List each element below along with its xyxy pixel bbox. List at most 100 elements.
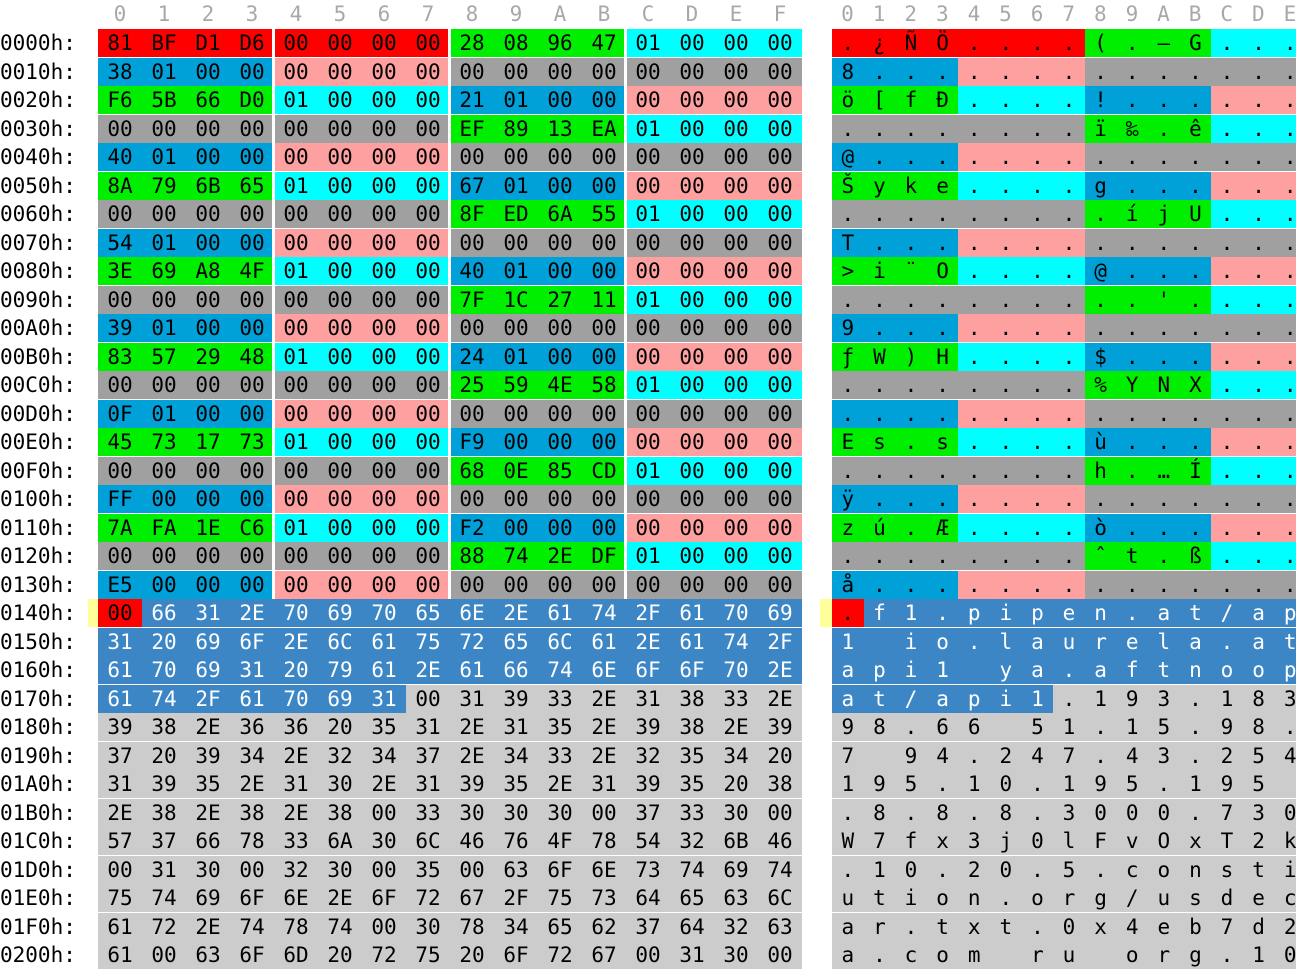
ascii-char[interactable]: 9 bbox=[1116, 684, 1148, 713]
hex-byte[interactable]: 74 bbox=[142, 884, 186, 912]
hex-byte[interactable]: 17 bbox=[186, 428, 230, 456]
ascii-char[interactable]: . bbox=[1053, 143, 1085, 171]
hex-byte[interactable]: 6C bbox=[758, 884, 802, 912]
ascii-char[interactable]: s bbox=[1179, 884, 1212, 912]
ascii-char[interactable]: > bbox=[832, 257, 864, 285]
hex-byte[interactable]: 66 bbox=[494, 656, 538, 684]
hex-byte[interactable]: 6F bbox=[230, 627, 274, 656]
ascii-char[interactable]: . bbox=[1053, 399, 1085, 428]
hex-byte[interactable]: 00 bbox=[362, 485, 406, 513]
hex-byte[interactable]: 54 bbox=[626, 827, 670, 855]
ascii-char[interactable]: . bbox=[1053, 485, 1085, 513]
ascii-char[interactable]: . bbox=[958, 143, 990, 171]
hex-byte[interactable]: 2E bbox=[274, 798, 318, 827]
ascii-char[interactable]: . bbox=[1116, 86, 1148, 114]
hex-byte[interactable]: 00 bbox=[758, 399, 802, 428]
hex-byte[interactable]: 00 bbox=[626, 428, 670, 456]
ascii-char[interactable]: 2 bbox=[1274, 912, 1296, 941]
hex-byte[interactable]: 00 bbox=[362, 456, 406, 485]
ascii-char[interactable]: . bbox=[958, 228, 990, 257]
hex-byte[interactable]: 00 bbox=[758, 86, 802, 114]
ascii-char[interactable]: g bbox=[1084, 884, 1117, 912]
hex-byte[interactable]: 63 bbox=[714, 884, 758, 912]
hex-byte[interactable]: 00 bbox=[758, 200, 802, 228]
hex-byte[interactable]: 4F bbox=[230, 257, 274, 285]
ascii-char[interactable]: . bbox=[1021, 570, 1054, 599]
ascii-char[interactable]: . bbox=[895, 798, 927, 827]
ascii-char[interactable]: . bbox=[1242, 513, 1275, 542]
hex-byte[interactable]: 01 bbox=[626, 542, 670, 570]
hex-byte[interactable]: 00 bbox=[274, 399, 318, 428]
ascii-char[interactable]: . bbox=[926, 770, 959, 798]
ascii-char[interactable]: u bbox=[1053, 941, 1085, 969]
hex-byte[interactable]: 31 bbox=[494, 713, 538, 741]
ascii-char[interactable]: . bbox=[1116, 513, 1148, 542]
ascii-char[interactable]: . bbox=[1274, 57, 1296, 86]
ascii-char[interactable]: f bbox=[895, 827, 927, 855]
hex-byte[interactable]: 00 bbox=[670, 542, 714, 570]
hex-byte[interactable]: 35 bbox=[362, 713, 406, 741]
ascii-char[interactable]: G bbox=[1179, 29, 1212, 57]
ascii-char[interactable]: . bbox=[1021, 228, 1054, 257]
hex-byte[interactable]: 00 bbox=[406, 285, 450, 314]
hex-byte[interactable]: C6 bbox=[230, 513, 274, 542]
ascii-char[interactable]: . bbox=[1053, 570, 1085, 599]
hex-byte[interactable]: 01 bbox=[142, 314, 186, 342]
ascii-char[interactable]: s bbox=[926, 428, 959, 456]
ascii-char[interactable]: . bbox=[1021, 371, 1054, 399]
hex-byte[interactable]: 00 bbox=[714, 57, 758, 86]
hex-byte[interactable]: 00 bbox=[714, 513, 758, 542]
hex-byte[interactable]: 00 bbox=[626, 143, 670, 171]
ascii-char[interactable]: 5 bbox=[1021, 713, 1054, 741]
hex-byte[interactable]: 00 bbox=[450, 314, 494, 342]
hex-byte[interactable]: 31 bbox=[406, 713, 450, 741]
hex-byte[interactable]: 00 bbox=[450, 570, 494, 599]
hex-byte[interactable]: 00 bbox=[186, 200, 230, 228]
hex-byte[interactable]: 37 bbox=[626, 912, 670, 941]
hex-byte[interactable]: 6C bbox=[538, 627, 582, 656]
hex-byte[interactable]: 00 bbox=[582, 342, 626, 371]
hex-byte[interactable]: 00 bbox=[186, 285, 230, 314]
hex-byte[interactable]: 73 bbox=[142, 428, 186, 456]
ascii-char[interactable]: . bbox=[958, 456, 990, 485]
hex-byte[interactable]: 78 bbox=[274, 912, 318, 941]
hex-byte[interactable]: 00 bbox=[186, 485, 230, 513]
ascii-char[interactable]: 8 bbox=[863, 798, 896, 827]
hex-byte[interactable]: 32 bbox=[626, 741, 670, 770]
ascii-char[interactable]: p bbox=[863, 656, 896, 684]
ascii-char[interactable]: 8 bbox=[832, 57, 864, 86]
hex-byte[interactable]: 40 bbox=[98, 143, 142, 171]
hex-byte[interactable]: 00 bbox=[362, 285, 406, 314]
hex-byte[interactable]: 00 bbox=[626, 485, 670, 513]
hex-byte[interactable]: 72 bbox=[406, 884, 450, 912]
hex-byte[interactable]: 00 bbox=[626, 228, 670, 257]
hex-byte[interactable]: 61 bbox=[450, 656, 494, 684]
ascii-char[interactable]: a bbox=[1084, 656, 1117, 684]
ascii-char[interactable]: . bbox=[1116, 428, 1148, 456]
hex-byte[interactable]: 00 bbox=[758, 171, 802, 200]
hex-byte[interactable]: 30 bbox=[186, 855, 230, 884]
ascii-char[interactable]: . bbox=[958, 200, 990, 228]
ascii-char[interactable]: n bbox=[1084, 599, 1117, 627]
hex-byte[interactable]: 62 bbox=[582, 912, 626, 941]
ascii-char[interactable]: 5 bbox=[1242, 741, 1275, 770]
hex-byte[interactable]: 2E bbox=[450, 741, 494, 770]
hex-byte[interactable]: 66 bbox=[186, 86, 230, 114]
ascii-char[interactable]: j bbox=[1148, 200, 1180, 228]
ascii-char[interactable]: t bbox=[1242, 855, 1275, 884]
ascii-char[interactable]: 7 bbox=[1211, 912, 1243, 941]
hex-byte[interactable]: 00 bbox=[230, 542, 274, 570]
ascii-char[interactable]: . bbox=[1179, 342, 1212, 371]
ascii-char[interactable]: 9 bbox=[832, 314, 864, 342]
ascii-char[interactable]: . bbox=[1148, 770, 1180, 798]
hex-byte[interactable]: 00 bbox=[714, 399, 758, 428]
hex-byte[interactable]: 35 bbox=[186, 770, 230, 798]
hex-byte[interactable]: 00 bbox=[406, 542, 450, 570]
hex-byte[interactable]: 45 bbox=[98, 428, 142, 456]
hex-byte[interactable]: D0 bbox=[230, 86, 274, 114]
ascii-char[interactable]: . bbox=[1274, 428, 1296, 456]
ascii-char[interactable]: T bbox=[832, 228, 864, 257]
hex-byte[interactable]: 2E bbox=[230, 770, 274, 798]
hex-byte[interactable]: 2E bbox=[186, 798, 230, 827]
hex-byte[interactable]: 70 bbox=[274, 684, 318, 713]
